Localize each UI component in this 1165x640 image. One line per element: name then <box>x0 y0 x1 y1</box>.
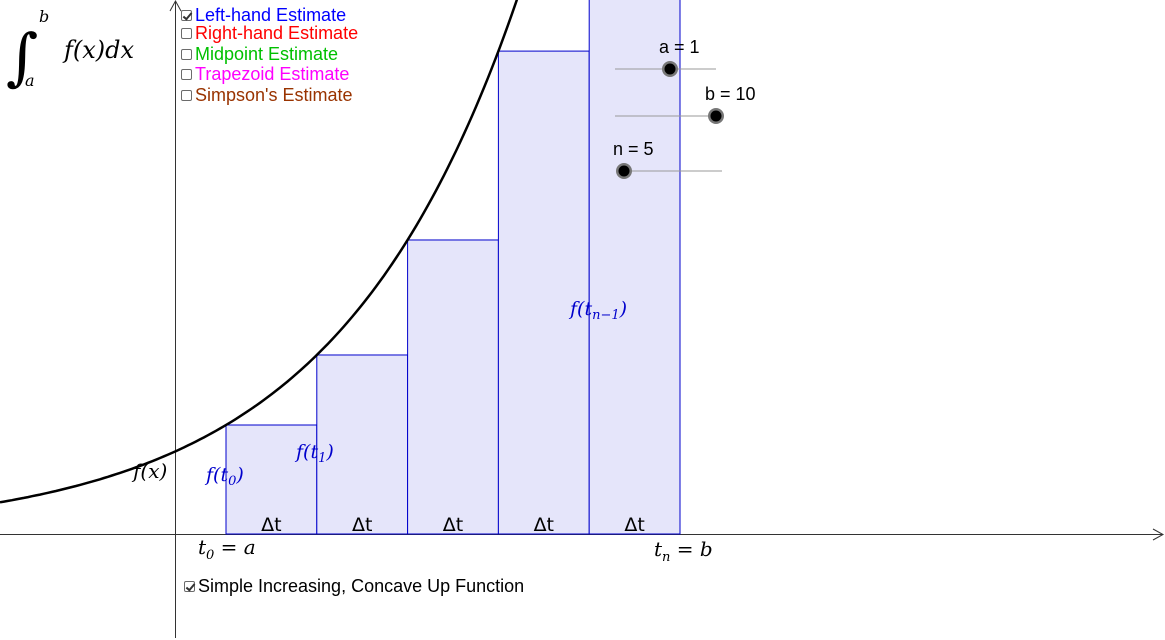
y-axis-arrow <box>169 0 182 12</box>
t0-label: t0 = a <box>198 535 256 563</box>
checkbox-midpoint[interactable]: Midpoint Estimate <box>181 44 338 64</box>
slider-n[interactable] <box>616 163 722 179</box>
checkbox-midpoint-label[interactable]: Midpoint Estimate <box>195 44 339 64</box>
checkbox-function[interactable]: Simple Increasing, Concave Up Function <box>184 576 524 596</box>
x-axis-arrow <box>1152 528 1165 541</box>
label-f-t1: f(t1) <box>294 441 334 466</box>
integral-upper-limit: b <box>39 7 49 26</box>
riemann-rect <box>588 0 681 535</box>
delta-t-label: Δt <box>534 514 554 536</box>
integral-lower-limit: a <box>25 71 35 90</box>
label-f-t0: f(t0) <box>204 464 244 489</box>
checkbox-right-hand-box[interactable] <box>181 27 192 39</box>
riemann-rect <box>225 424 318 535</box>
delta-labels: Δt Δt Δt Δt Δt <box>261 514 645 536</box>
riemann-rect <box>497 50 590 535</box>
checkbox-left-hand-box[interactable] <box>181 9 192 21</box>
slider-n-label: n = 5 <box>613 139 654 159</box>
riemann-rect <box>316 354 409 535</box>
tn-label: tn = b <box>654 537 713 565</box>
slider-a-label: a = 1 <box>659 37 700 57</box>
riemann-rect <box>407 239 499 535</box>
slider-a[interactable] <box>615 61 716 77</box>
delta-t-label: Δt <box>443 514 463 536</box>
delta-t-label: Δt <box>624 514 644 536</box>
checkbox-simpsons-box[interactable] <box>181 89 192 101</box>
checkbox-trapezoid-label[interactable]: Trapezoid Estimate <box>195 64 350 84</box>
integral-sign: ∫ <box>6 20 38 93</box>
checkbox-trapezoid[interactable]: Trapezoid Estimate <box>181 64 349 84</box>
slider-b-label: b = 10 <box>705 84 756 104</box>
checkbox-left-hand-label[interactable]: Left-hand Estimate <box>195 5 347 25</box>
checkbox-left-hand[interactable]: Left-hand Estimate <box>181 5 346 25</box>
checkbox-simpsons-label[interactable]: Simpson's Estimate <box>195 85 353 105</box>
checkbox-simpsons[interactable]: Simpson's Estimate <box>181 85 353 105</box>
slider-b[interactable] <box>615 108 724 124</box>
checkbox-right-hand-label[interactable]: Right-hand Estimate <box>195 23 359 43</box>
integrand: f(x)dx <box>62 36 135 64</box>
checkbox-right-hand[interactable]: Right-hand Estimate <box>181 23 358 43</box>
riemann-rectangles <box>225 0 681 535</box>
function-curve <box>0 0 519 504</box>
checkbox-function-box[interactable] <box>184 580 195 592</box>
delta-t-label: Δt <box>261 514 281 536</box>
checkbox-function-label[interactable]: Simple Increasing, Concave Up Function <box>198 576 525 596</box>
delta-t-label: Δt <box>352 514 372 536</box>
checkbox-midpoint-box[interactable] <box>181 48 192 60</box>
curve-label: f(x) <box>131 459 167 483</box>
checkbox-trapezoid-box[interactable] <box>181 68 192 80</box>
